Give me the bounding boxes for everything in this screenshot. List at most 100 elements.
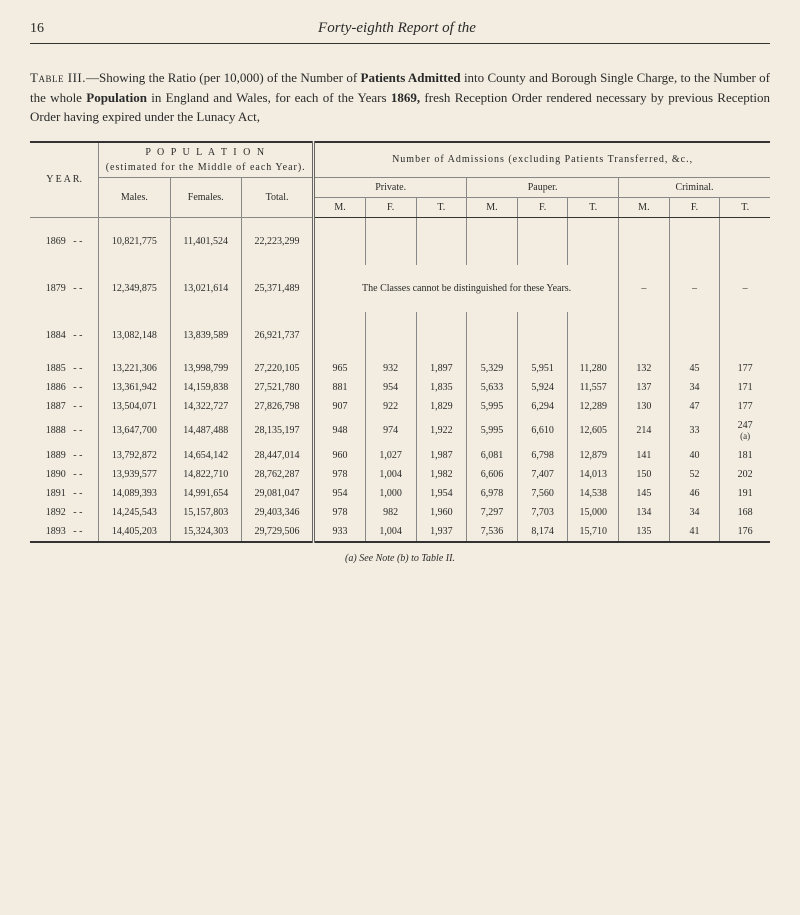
cell-year: 1887 - - — [30, 397, 99, 416]
table-row: 1869 - -10,821,77511,401,52422,223,299 — [30, 217, 770, 265]
cell-cm: 214 — [619, 416, 670, 446]
cell-pam: 5,995 — [467, 416, 518, 446]
cell-cm: 135 — [619, 522, 670, 542]
cell-pt — [416, 312, 467, 359]
cell-pat — [568, 312, 619, 359]
cell-males: 14,089,393 — [99, 484, 170, 503]
cell-pat: 11,280 — [568, 359, 619, 378]
caption-lead: Table III. — [30, 70, 86, 85]
cell-pam: 6,978 — [467, 484, 518, 503]
cell-pt: 1,835 — [416, 378, 467, 397]
cell-pf: 1,004 — [365, 522, 416, 542]
cell-cf: 45 — [669, 359, 720, 378]
cell-cm: 141 — [619, 446, 670, 465]
cell-cf: 41 — [669, 522, 720, 542]
header-pauper-f: F. — [517, 197, 568, 217]
table-row: 1886 - -13,361,94214,159,83827,521,78088… — [30, 378, 770, 397]
table-row: 1893 - -14,405,20315,324,30329,729,50693… — [30, 522, 770, 542]
table-row: 1890 - -13,939,57714,822,71028,762,28797… — [30, 465, 770, 484]
cell-females: 11,401,524 — [170, 217, 241, 265]
cell-cm: 150 — [619, 465, 670, 484]
table-row: 1889 - -13,792,87214,654,14228,447,01496… — [30, 446, 770, 465]
cell-pt: 1,922 — [416, 416, 467, 446]
cell-pf: 932 — [365, 359, 416, 378]
cell-pt — [416, 217, 467, 265]
cell-cm: 134 — [619, 503, 670, 522]
cell-total: 29,403,346 — [241, 503, 313, 522]
cell-ct: – — [720, 265, 770, 312]
cell-females: 14,654,142 — [170, 446, 241, 465]
cell-total: 27,521,780 — [241, 378, 313, 397]
cell-pam — [467, 217, 518, 265]
header-private-f: F. — [365, 197, 416, 217]
cell-males: 13,792,872 — [99, 446, 170, 465]
cell-total: 25,371,489 — [241, 265, 313, 312]
header-private: Private. — [314, 177, 467, 197]
cell-cf: 34 — [669, 503, 720, 522]
cell-pat: 14,538 — [568, 484, 619, 503]
cell-pf: 974 — [365, 416, 416, 446]
cell-total: 29,081,047 — [241, 484, 313, 503]
page: 16 Forty-eighth Report of the Table III.… — [0, 0, 800, 584]
cell-pm — [314, 312, 366, 359]
cell-paf: 6,610 — [517, 416, 568, 446]
cell-pat: 12,605 — [568, 416, 619, 446]
cell-males: 14,245,543 — [99, 503, 170, 522]
cell-females: 13,021,614 — [170, 265, 241, 312]
cell-pm: 978 — [314, 503, 366, 522]
cell-females: 14,991,654 — [170, 484, 241, 503]
cell-total: 27,826,798 — [241, 397, 313, 416]
cell-year: 1893 - - — [30, 522, 99, 542]
cell-ct: 176 — [720, 522, 770, 542]
cell-year: 1886 - - — [30, 378, 99, 397]
cell-pf: 1,000 — [365, 484, 416, 503]
cell-year: 1891 - - — [30, 484, 99, 503]
header-females: Females. — [170, 177, 241, 217]
span-note: The Classes cannot be distinguished for … — [314, 265, 619, 312]
cell-paf — [517, 312, 568, 359]
cell-paf — [517, 217, 568, 265]
header-private-t: T. — [416, 197, 467, 217]
cell-pam: 7,536 — [467, 522, 518, 542]
running-header: 16 Forty-eighth Report of the — [30, 20, 770, 44]
cell-females: 13,998,799 — [170, 359, 241, 378]
cell-pam: 6,081 — [467, 446, 518, 465]
cell-pat: 11,557 — [568, 378, 619, 397]
cell-pf — [365, 217, 416, 265]
cell-pt: 1,960 — [416, 503, 467, 522]
cell-pm: 881 — [314, 378, 366, 397]
cell-females: 15,157,803 — [170, 503, 241, 522]
cell-cf: 52 — [669, 465, 720, 484]
cell-pm: 948 — [314, 416, 366, 446]
table-row: 1892 - -14,245,54315,157,80329,403,34697… — [30, 503, 770, 522]
cell-cm — [619, 312, 670, 359]
cell-cm: 137 — [619, 378, 670, 397]
running-title: Forty-eighth Report of the — [44, 20, 750, 37]
cell-ct: 171 — [720, 378, 770, 397]
cell-pam: 7,297 — [467, 503, 518, 522]
cell-pt: 1,829 — [416, 397, 467, 416]
cell-year: 1888 - - — [30, 416, 99, 446]
cell-males: 13,504,071 — [99, 397, 170, 416]
table-caption: Table III.—Showing the Ratio (per 10,000… — [30, 68, 770, 127]
cell-year: 1890 - - — [30, 465, 99, 484]
header-criminal: Criminal. — [619, 177, 770, 197]
cell-females: 14,487,488 — [170, 416, 241, 446]
cell-pm: 907 — [314, 397, 366, 416]
cell-total: 27,220,105 — [241, 359, 313, 378]
cell-ct — [720, 217, 770, 265]
cell-pam — [467, 312, 518, 359]
cell-total: 29,729,506 — [241, 522, 313, 542]
cell-pam: 5,633 — [467, 378, 518, 397]
cell-paf: 5,924 — [517, 378, 568, 397]
cell-cf: 46 — [669, 484, 720, 503]
cell-pm — [314, 217, 366, 265]
table-row: 1891 - -14,089,39314,991,65429,081,04795… — [30, 484, 770, 503]
header-criminal-m: M. — [619, 197, 670, 217]
cell-ct: 177 — [720, 397, 770, 416]
header-pauper-m: M. — [467, 197, 518, 217]
cell-paf: 7,560 — [517, 484, 568, 503]
cell-cm: 145 — [619, 484, 670, 503]
cell-paf: 6,294 — [517, 397, 568, 416]
table-row: 1885 - -13,221,30613,998,79927,220,10596… — [30, 359, 770, 378]
